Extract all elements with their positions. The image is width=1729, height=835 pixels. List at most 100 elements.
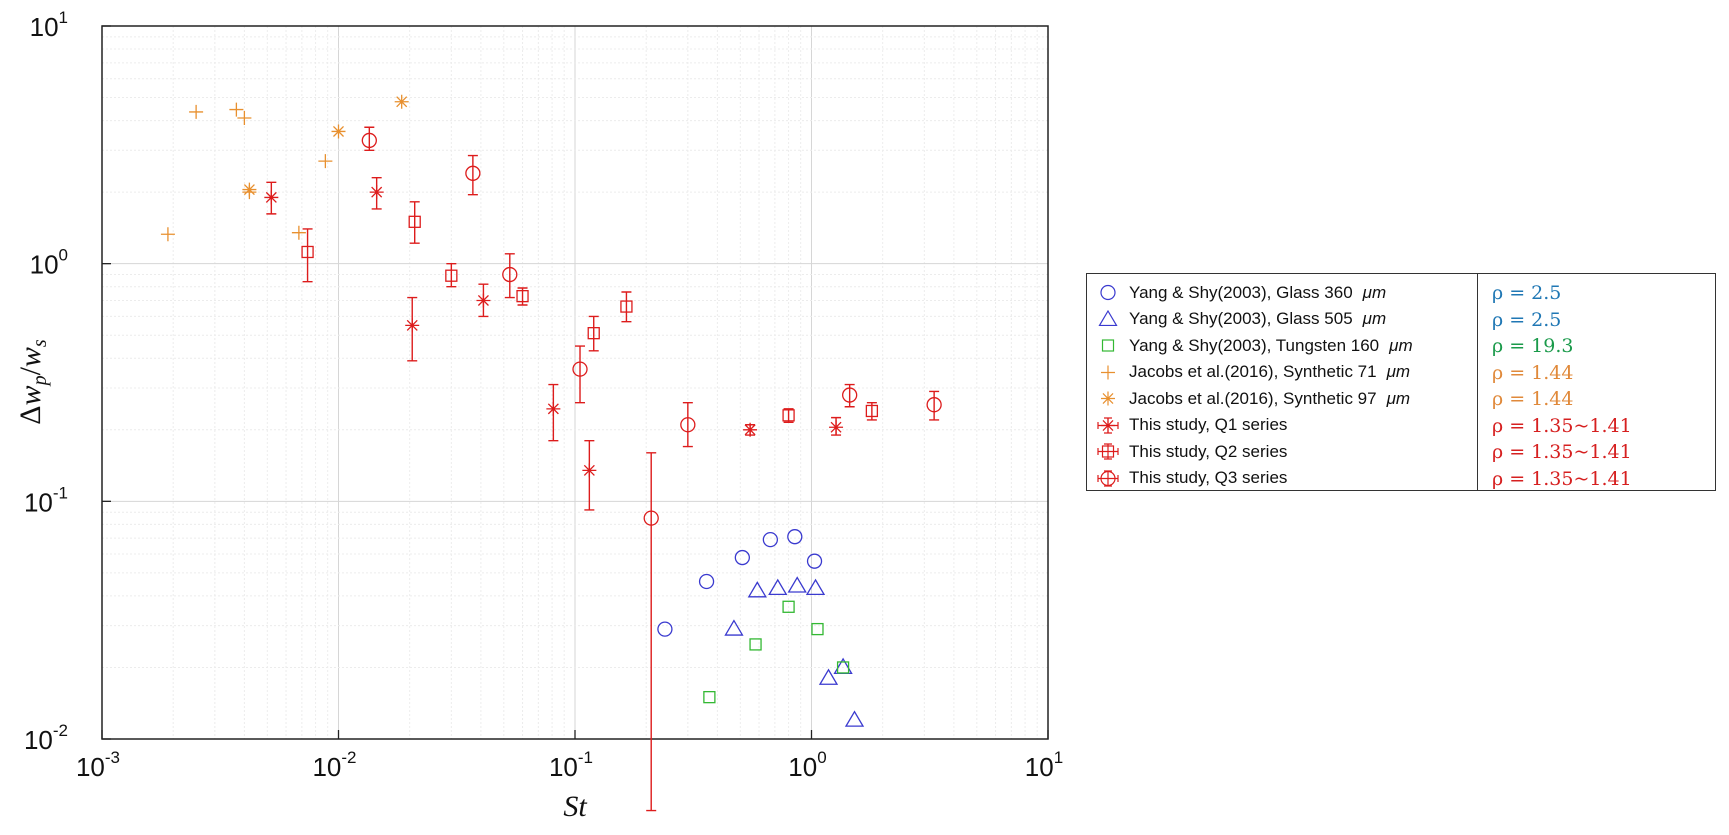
legend-marker-icon	[1097, 416, 1119, 434]
legend-density-label: ρ = 1.44	[1492, 361, 1574, 384]
legend-entry: Yang & Shy(2003), Glass 505 μm	[1087, 306, 1386, 333]
data-point	[818, 668, 839, 685]
legend-label: Yang & Shy(2003), Glass 360	[1129, 282, 1353, 302]
data-point	[734, 549, 750, 566]
data-point	[805, 578, 826, 596]
data-point	[264, 181, 279, 215]
series-7	[301, 201, 879, 424]
data-point	[572, 345, 588, 404]
legend-unit: μm	[1386, 362, 1411, 381]
data-point	[361, 126, 377, 151]
series-3	[703, 600, 850, 704]
data-point	[836, 661, 850, 674]
x-tick-label: 10-2	[312, 748, 356, 782]
data-point	[749, 638, 762, 651]
legend-entry: Jacobs et al.(2016), Synthetic 97 μm	[1087, 385, 1410, 412]
data-marks	[160, 94, 942, 812]
legend-density-label: ρ = 2.5	[1492, 308, 1562, 331]
data-point	[787, 576, 807, 593]
legend-label: This study, Q2 series	[1129, 441, 1288, 461]
legend-unit: μm	[1389, 335, 1413, 355]
data-point	[926, 390, 942, 421]
series-8	[361, 126, 942, 812]
data-point	[842, 383, 858, 408]
x-tick-label: 100	[788, 748, 826, 782]
y-tick-label: 10-2	[24, 721, 68, 755]
legend-density-label: ρ = 2.5	[1492, 282, 1562, 304]
y-tick-label: 10-1	[24, 483, 68, 517]
data-point	[787, 529, 803, 545]
legend-marker-icon	[1101, 391, 1115, 406]
data-point	[762, 531, 779, 548]
data-point	[643, 452, 659, 812]
x-axis-label: St	[563, 790, 587, 823]
legend-entry: This study, Q3 series	[1087, 465, 1287, 492]
data-point	[724, 619, 744, 636]
data-point	[806, 553, 823, 569]
legend-entry: Yang & Shy(2003), Tungsten 160 μm	[1087, 332, 1413, 359]
data-point	[405, 296, 420, 362]
legend-unit: μm	[1362, 309, 1387, 328]
series-2	[724, 576, 865, 727]
legend-density-column: ρ = 2.5 ρ = 2.5 ρ = 19.3 ρ = 1.44 ρ = 1.44 ρ …	[1478, 273, 1716, 491]
data-point	[237, 111, 252, 126]
legend-label: Yang & Shy(2003), Tungsten 160	[1129, 335, 1380, 355]
legend-marker-icon	[1097, 469, 1119, 487]
series-6	[264, 176, 844, 511]
data-point	[747, 581, 767, 598]
data-point	[743, 422, 758, 437]
data-point	[331, 124, 346, 139]
data-point	[587, 315, 600, 352]
data-point	[620, 291, 633, 323]
data-point	[768, 578, 788, 596]
legend-label: This study, Q1 series	[1129, 415, 1288, 434]
legend-density-label: ρ = 19.3	[1492, 335, 1574, 357]
legend-label: Jacobs et al.(2016), Synthetic 71	[1129, 362, 1377, 381]
legend-marker-icon	[1097, 443, 1119, 460]
series-4	[160, 102, 333, 242]
data-point	[811, 622, 824, 636]
legend-marker-icon	[1101, 365, 1115, 379]
data-point	[189, 104, 204, 119]
legend-label: This study, Q3 series	[1129, 468, 1288, 487]
data-point	[680, 402, 696, 448]
data-point	[160, 227, 175, 242]
data-point	[502, 253, 518, 299]
legend-unit: μm	[1386, 388, 1411, 408]
legend-entry: Yang & Shy(2003), Glass 360 μm	[1087, 279, 1386, 306]
legend-density-label: ρ = 1.35~1.41	[1492, 414, 1632, 437]
data-point	[445, 262, 458, 288]
data-point	[318, 154, 333, 169]
data-point	[291, 225, 306, 240]
y-axis-label: Δwp/ws	[14, 339, 51, 425]
data-point	[242, 182, 257, 197]
legend-label: Jacobs et al.(2016), Synthetic 97	[1129, 388, 1377, 408]
data-point	[465, 154, 481, 196]
data-point	[408, 201, 421, 244]
legend-marker-icon	[1101, 339, 1115, 352]
legend-entry: This study, Q1 series	[1087, 412, 1287, 439]
data-point	[657, 621, 673, 637]
data-point	[782, 408, 795, 424]
legend-entry: This study, Q2 series	[1087, 438, 1287, 465]
data-point	[229, 102, 244, 117]
y-tick-label: 101	[30, 8, 68, 42]
data-point	[516, 287, 529, 306]
legend-label: Yang & Shy(2003), Glass 505	[1129, 309, 1353, 328]
y-tick-label: 100	[30, 246, 68, 280]
x-tick-label: 10-3	[76, 748, 120, 782]
data-point	[829, 416, 844, 436]
legend-density-label: ρ = 1.35~1.41	[1492, 467, 1632, 490]
data-point	[369, 176, 384, 210]
data-point	[394, 94, 409, 109]
data-point	[703, 690, 716, 704]
data-point	[698, 573, 715, 590]
grid-lines	[101, 26, 1048, 740]
legend-marker-icon	[1100, 284, 1116, 301]
data-point	[301, 228, 314, 283]
data-point	[865, 402, 879, 421]
legend-density-label: ρ = 1.35~1.41	[1492, 441, 1632, 463]
series-1	[657, 529, 823, 637]
x-tick-label: 10-1	[549, 748, 593, 782]
